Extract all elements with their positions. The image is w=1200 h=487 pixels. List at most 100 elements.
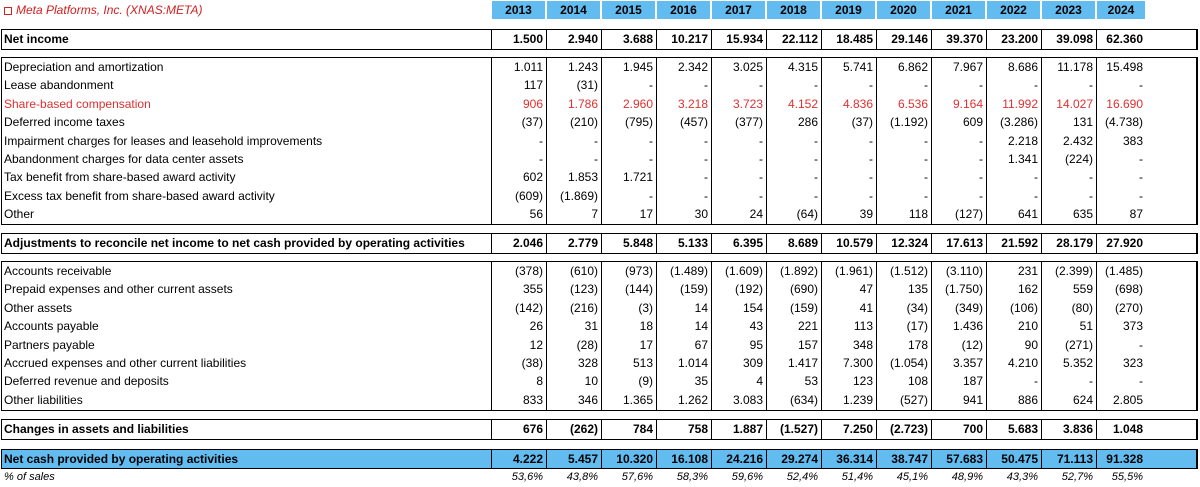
value-cell: 1.262 [677, 392, 708, 407]
value-cell: - [1139, 78, 1143, 93]
value-cell: (192) [734, 282, 763, 297]
column-divider [546, 261, 547, 411]
value-cell: 12.324 [891, 236, 928, 250]
column-divider [876, 57, 877, 225]
column-divider [876, 29, 877, 50]
value-cell: 90 [1024, 337, 1038, 352]
value-cell: 3.025 [732, 60, 763, 74]
value-cell: 162 [1017, 282, 1038, 297]
value-cell: 27.920 [1106, 236, 1143, 250]
company-name: Meta Platforms, Inc. (XNAS:META) [16, 3, 203, 17]
year-header: 2014 [547, 1, 600, 19]
value-cell: - [1089, 78, 1093, 93]
checkbox-icon[interactable] [4, 6, 12, 15]
change-row: Prepaid expenses and other current asset… [0, 280, 1200, 298]
value-cell: 1.048 [1112, 422, 1143, 436]
value-cell: 35 [694, 374, 708, 389]
net-income-row: Net income 1.500 2.940 3.688 10.217 15.934 22.… [0, 30, 1200, 48]
value-cell: (159) [679, 282, 708, 297]
value-cell: 15.498 [1106, 60, 1143, 74]
value-cell: 635 [1072, 207, 1093, 222]
value-cell: (698) [1114, 282, 1143, 297]
value-cell: - [869, 188, 873, 203]
value-cell: 700 [962, 422, 983, 436]
value-cell: (457) [679, 115, 708, 130]
value-cell: 373 [1122, 319, 1143, 334]
adjustment-row: Abandonment charges for data center asse… [0, 150, 1200, 168]
net-income-row-label: Net income [4, 32, 69, 46]
column-divider [876, 233, 877, 254]
value-cell: - [979, 78, 983, 93]
value-cell: 28.179 [1056, 236, 1093, 250]
year-header: 2015 [602, 1, 655, 19]
value-cell: (1.609) [724, 264, 763, 278]
year-header: 2022 [987, 1, 1040, 19]
change-row: Partners payable 12 (28) 17 67 95 157 348 178 (12… [0, 336, 1200, 354]
value-cell: 6.395 [732, 236, 763, 250]
value-cell: 3.688 [622, 32, 653, 46]
value-cell: 2.342 [677, 60, 708, 74]
value-cell: 210 [1017, 319, 1038, 334]
column-divider [931, 419, 932, 440]
value-cell: - [924, 188, 928, 203]
value-cell: 58,3% [676, 471, 708, 483]
column-divider [986, 419, 987, 440]
value-cell: 2.218 [1007, 133, 1038, 148]
value-cell: - [759, 170, 763, 185]
value-cell: 8.686 [1007, 60, 1038, 74]
value-cell: 14 [694, 319, 708, 334]
value-cell: (349) [954, 300, 983, 315]
value-cell: - [1139, 337, 1143, 352]
column-divider [931, 449, 932, 469]
value-cell: 1.365 [622, 392, 653, 407]
value-cell: 4 [756, 374, 763, 389]
value-cell: 95 [749, 337, 763, 352]
column-divider [1096, 233, 1097, 254]
value-cell: 1.341 [1007, 152, 1038, 166]
value-cell: 7 [591, 207, 598, 222]
column-divider [766, 419, 767, 440]
value-cell: 117 [523, 78, 543, 93]
column-divider [766, 57, 767, 225]
net-cash-row: Net cash provided by operating activitie… [0, 450, 1200, 468]
column-divider [1041, 233, 1042, 254]
change-row-label: Accrued expenses and other current liabi… [4, 356, 247, 370]
value-cell: - [869, 78, 873, 93]
column-divider [601, 261, 602, 411]
value-cell: 758 [687, 422, 708, 436]
value-cell: 5.741 [842, 60, 873, 74]
adjustment-row: Excess tax benefit from share-based awar… [0, 187, 1200, 205]
value-cell: 29.146 [891, 32, 928, 46]
value-cell: 3.357 [952, 356, 983, 370]
value-cell: - [979, 170, 983, 185]
column-divider [931, 233, 932, 254]
adjustment-row-label: Tax benefit from share-based award activ… [4, 170, 236, 185]
adjustment-row-label: Depreciation and amortization [4, 60, 164, 74]
value-cell: 346 [577, 392, 598, 407]
value-cell: (609) [514, 188, 543, 203]
adjustment-row: Share-based compensation 906 1.786 2.960 3.2… [0, 95, 1200, 113]
column-divider [821, 449, 822, 469]
value-cell: 57.683 [946, 452, 983, 466]
company-title: Meta Platforms, Inc. (XNAS:META) [2, 1, 488, 19]
value-cell: (378) [514, 264, 543, 278]
value-cell: (38) [521, 356, 543, 370]
value-cell: (1.869) [559, 188, 598, 203]
value-cell: 221 [797, 319, 818, 334]
value-cell: 559 [1072, 282, 1093, 297]
value-cell: 14 [694, 300, 708, 315]
value-cell: 22.112 [781, 32, 818, 46]
adjustment-row-label: Lease abandonment [4, 78, 114, 93]
value-cell: 941 [962, 392, 983, 407]
column-divider [766, 449, 767, 469]
value-cell: - [1139, 188, 1143, 203]
column-divider [1041, 57, 1042, 225]
value-cell: 113 [853, 319, 873, 334]
adjustment-row: Impairment charges for leases and leaseh… [0, 132, 1200, 150]
value-cell: 52,7% [1061, 471, 1093, 483]
value-cell: 39 [859, 207, 873, 222]
value-cell: 3.836 [1062, 422, 1093, 436]
adjustment-row: Deferred income taxes (37) (210) (795) (457)… [0, 113, 1200, 131]
value-cell: (9) [638, 374, 653, 389]
value-cell: 118 [908, 207, 928, 222]
